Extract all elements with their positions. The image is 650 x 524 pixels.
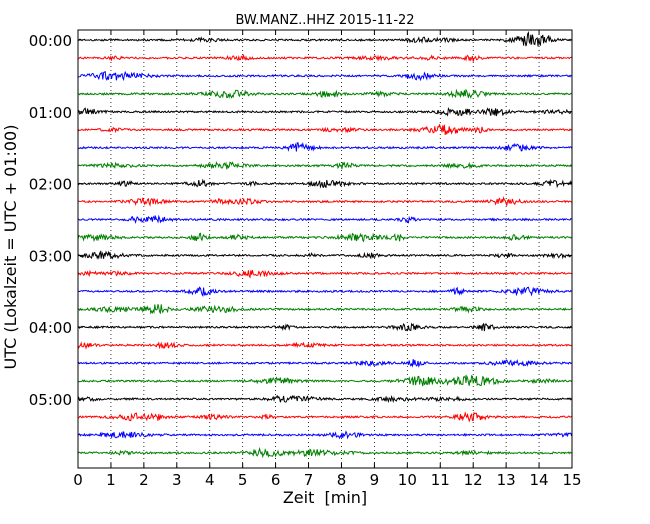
seismic-trace	[77, 322, 572, 332]
seismic-trace	[77, 358, 572, 368]
seismic-trace	[77, 70, 572, 82]
trace-layer	[77, 30, 573, 459]
seismic-trace	[77, 374, 572, 387]
y-tick-label: 02:00	[29, 176, 72, 194]
x-tick-label: 9	[370, 471, 380, 489]
plot-background	[78, 30, 572, 468]
plot-frame	[77, 29, 573, 469]
seismic-trace	[77, 394, 573, 404]
seismic-trace	[77, 107, 572, 117]
seismic-trace	[77, 341, 572, 350]
seismic-trace	[77, 141, 573, 152]
y-axis-label: UTC (Lokalzeit = UTC + 01:00)	[1, 125, 20, 370]
seismic-trace	[77, 53, 572, 62]
tick-layer: 0 1 2 3 4 5 6 7 8 9 10 11 12 13 14 1500:0001:0002:0003:…	[29, 30, 582, 489]
seismic-trace	[77, 196, 572, 207]
seismic-trace	[77, 430, 573, 440]
y-tick-label: 01:00	[29, 104, 72, 122]
x-tick-label: 14	[530, 471, 549, 489]
seismic-trace	[77, 232, 572, 243]
y-tick-label: 04:00	[29, 319, 72, 337]
y-tick-label: 00:00	[29, 32, 72, 50]
seismic-trace	[77, 214, 572, 224]
x-tick-label: 5	[238, 471, 248, 489]
x-tick-label: 6	[271, 471, 281, 489]
seismic-trace	[77, 124, 572, 135]
x-tick-label: 8	[337, 471, 347, 489]
x-tick-label: 13	[497, 471, 516, 489]
seismic-trace	[77, 269, 572, 279]
x-tick-label: 0	[73, 471, 83, 489]
x-axis-label: Zeit [min]	[283, 488, 367, 507]
x-tick-label: 12	[464, 471, 483, 489]
x-tick-label: 1	[106, 471, 116, 489]
seismic-trace	[77, 286, 572, 297]
x-tick-label: 11	[431, 471, 450, 489]
y-tick-label: 03:00	[29, 247, 72, 265]
chart-title: BW.MANZ..HHZ 2015-11-22	[235, 13, 414, 28]
x-tick-label: 15	[562, 471, 581, 489]
seismic-trace	[77, 161, 573, 170]
seismic-trace	[77, 446, 572, 459]
seismic-trace	[77, 250, 572, 260]
x-tick-label: 3	[172, 471, 182, 489]
x-tick-label: 10	[398, 471, 417, 489]
seismic-trace	[77, 88, 572, 99]
y-tick-label: 05:00	[29, 391, 72, 409]
seismic-trace	[77, 178, 573, 189]
seismic-trace	[77, 30, 572, 47]
seismic-trace	[77, 411, 572, 423]
seismic-trace	[77, 304, 572, 315]
x-tick-label: 2	[139, 471, 149, 489]
x-tick-label: 4	[205, 471, 215, 489]
x-tick-label: 7	[304, 471, 314, 489]
